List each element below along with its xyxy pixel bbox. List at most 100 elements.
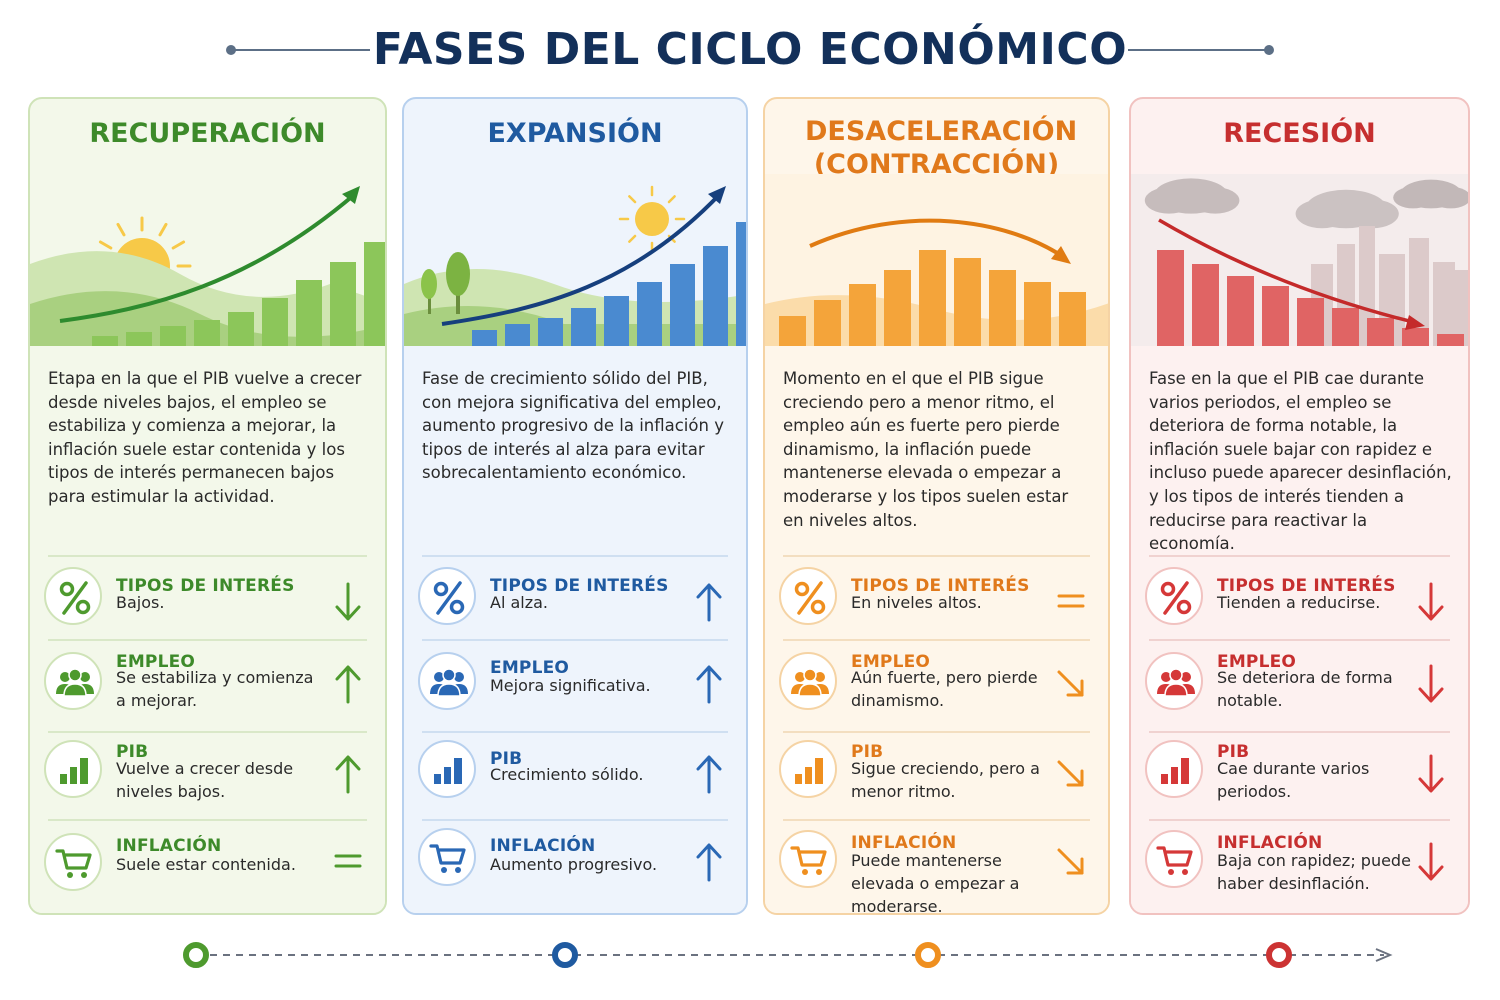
title-dot-right [1264, 45, 1274, 55]
arrow-equal-icon [1054, 580, 1088, 624]
phase-title: EXPANSIÓN [487, 118, 663, 149]
phase-chart-illustration [30, 174, 385, 346]
indicator-value: Aumento progresivo. [490, 855, 658, 874]
sun-icon [618, 185, 686, 253]
arrow-up-icon [692, 580, 726, 624]
indicator-divider [1149, 639, 1450, 641]
indicator-label: EMPLEO [851, 652, 931, 672]
percent-icon [44, 567, 102, 625]
phase-illustration [765, 174, 1108, 346]
people-icon [418, 652, 476, 710]
indicator-label: TIPOS DE INTERÉS [851, 576, 1030, 596]
indicator-divider [783, 555, 1090, 557]
arrow-down-right-icon [1054, 752, 1088, 796]
indicator-divider [422, 639, 728, 641]
indicator-divider [48, 819, 367, 821]
indicator-divider [1149, 819, 1450, 821]
arrow-down-icon [1414, 662, 1448, 706]
indicator-value: Bajos. [116, 593, 165, 612]
timeline-dot-expansion [552, 942, 578, 968]
indicator-label: PIB [490, 749, 523, 769]
arrow-equal-icon [331, 840, 365, 884]
phase-chart-illustration [1131, 174, 1468, 346]
arrow-up-icon [331, 662, 365, 706]
title-line-left [230, 49, 370, 51]
arrow-down-right-icon [1054, 840, 1088, 884]
phase-illustration [30, 174, 385, 346]
indicator-value: Al alza. [490, 593, 549, 612]
indicator-value: Aún fuerte, pero pierde dinamismo. [851, 668, 1038, 710]
indicator-value: Se estabiliza y comienza a mejorar. [116, 668, 314, 710]
indicator-value: Vuelve a crecer desde niveles bajos. [116, 759, 294, 801]
indicator-divider [783, 639, 1090, 641]
indicator-value: En niveles altos. [851, 593, 982, 612]
cloud-icon [1144, 178, 1240, 214]
timeline-dot-desaceleracion [915, 942, 941, 968]
tree-icon [421, 252, 470, 314]
indicator-label: TIPOS DE INTERÉS [1217, 576, 1396, 596]
phase-card-expansion: EXPANSIÓN Fase de crecimiento sólido del … [402, 97, 748, 915]
indicator-label: TIPOS DE INTERÉS [116, 576, 295, 596]
phase-body [765, 346, 1108, 913]
indicator-divider [422, 731, 728, 733]
cart-icon [1145, 830, 1203, 888]
indicator-label: PIB [1217, 742, 1250, 762]
indicator-label: EMPLEO [1217, 652, 1297, 672]
city-skyline [1311, 226, 1468, 346]
arrow-up-icon [692, 752, 726, 796]
indicator-label: TIPOS DE INTERÉS [490, 576, 669, 596]
cloud-icon [1393, 179, 1468, 209]
indicator-divider [48, 731, 367, 733]
indicator-divider [48, 639, 367, 641]
indicator-value: Baja con rapidez; puede haber desinflaci… [1217, 851, 1411, 893]
timeline-dot-recesion [1266, 942, 1292, 968]
phase-card-recuperacion: RECUPERACIÓN Etapa en la que el PIB vuelv… [28, 97, 387, 915]
indicator-divider [783, 731, 1090, 733]
cart-icon [779, 830, 837, 888]
arrow-up-icon [692, 662, 726, 706]
cart-icon [418, 828, 476, 886]
phase-title: DESACELERACIÓN (CONTRACCIÓN) [805, 116, 1078, 180]
phase-illustration [1131, 174, 1468, 346]
people-icon [44, 652, 102, 710]
cloud-icon [1295, 189, 1399, 229]
indicator-value: Crecimiento sólido. [490, 765, 644, 784]
arrow-up-icon [331, 752, 365, 796]
phase-title: RECUPERACIÓN [89, 118, 326, 149]
indicator-value: Mejora significativa. [490, 676, 651, 695]
timeline-line [210, 948, 1393, 962]
phase-body [30, 346, 385, 913]
cart-icon [44, 833, 102, 891]
indicator-label: PIB [851, 742, 884, 762]
phase-description: Fase en la que el PIB cae durante varios… [1149, 369, 1452, 554]
phase-illustration [404, 174, 746, 346]
indicator-value: Se deteriora de forma notable. [1217, 668, 1393, 710]
indicator-value: Puede mantenerse elevada o empezar a mod… [851, 851, 1020, 915]
timeline-dot-recuperacion [183, 942, 209, 968]
arrow-down-right-icon [1054, 662, 1088, 706]
phase-body [1131, 346, 1468, 913]
arrow-down-icon [1414, 580, 1448, 624]
indicator-divider [1149, 731, 1450, 733]
phase-description: Etapa en la que el PIB vuelve a crecer d… [48, 369, 362, 506]
indicator-value: Tienden a reducirse. [1217, 593, 1381, 612]
bar-chart-icon [1145, 740, 1203, 798]
indicator-divider [422, 819, 728, 821]
title-dot-left [226, 45, 236, 55]
percent-icon [1145, 567, 1203, 625]
phase-card-desaceleracion: DESACELERACIÓN (CONTRACCIÓN) Momento en e… [763, 97, 1110, 915]
indicator-divider [48, 555, 367, 557]
page-title: FASES DEL CICLO ECONÓMICO [372, 24, 1128, 75]
indicator-value: Cae durante varios periodos. [1217, 759, 1370, 801]
phase-description: Fase de crecimiento sólido del PIB, con … [422, 369, 724, 483]
arrow-up-icon [692, 840, 726, 884]
indicator-label: PIB [116, 742, 149, 762]
indicator-label: EMPLEO [490, 658, 570, 678]
indicator-label: INFLACIÓN [490, 836, 596, 856]
bar-chart-icon [779, 740, 837, 798]
arrow-down-icon [1414, 752, 1448, 796]
indicator-value: Suele estar contenida. [116, 855, 296, 874]
title-line-right [1128, 49, 1268, 51]
indicator-value: Sigue creciendo, pero a menor ritmo. [851, 759, 1040, 801]
arrow-down-icon [1414, 840, 1448, 884]
